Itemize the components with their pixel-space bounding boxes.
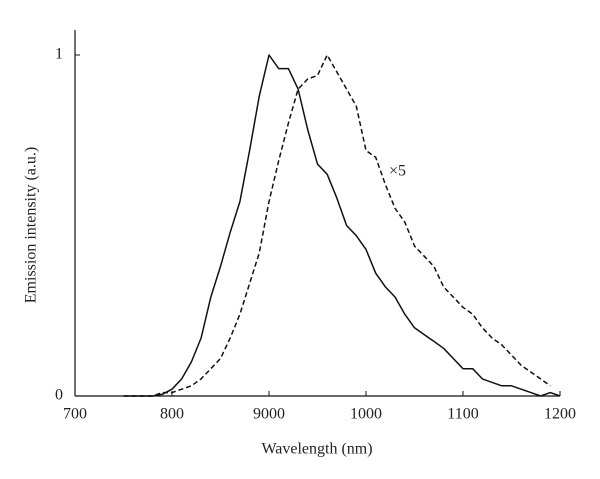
- y-tick-label: 1: [55, 46, 63, 63]
- x-tick-label: 9000: [253, 406, 285, 423]
- x-axis-label: Wavelength (nm): [261, 441, 372, 458]
- x-tick-label: 1000: [350, 406, 382, 423]
- y-axis-label: Emission intensity (a.u.): [23, 147, 40, 303]
- line-series: [123, 54, 551, 397]
- annotation: ×5: [389, 163, 406, 180]
- x-tick-label: 800: [160, 406, 184, 423]
- x-tick-label: 1100: [447, 406, 478, 423]
- line-series: [123, 54, 561, 397]
- x-tick-label: 1200: [544, 406, 576, 423]
- x-tick-label: 700: [63, 406, 87, 423]
- y-tick-label: 0: [55, 387, 63, 404]
